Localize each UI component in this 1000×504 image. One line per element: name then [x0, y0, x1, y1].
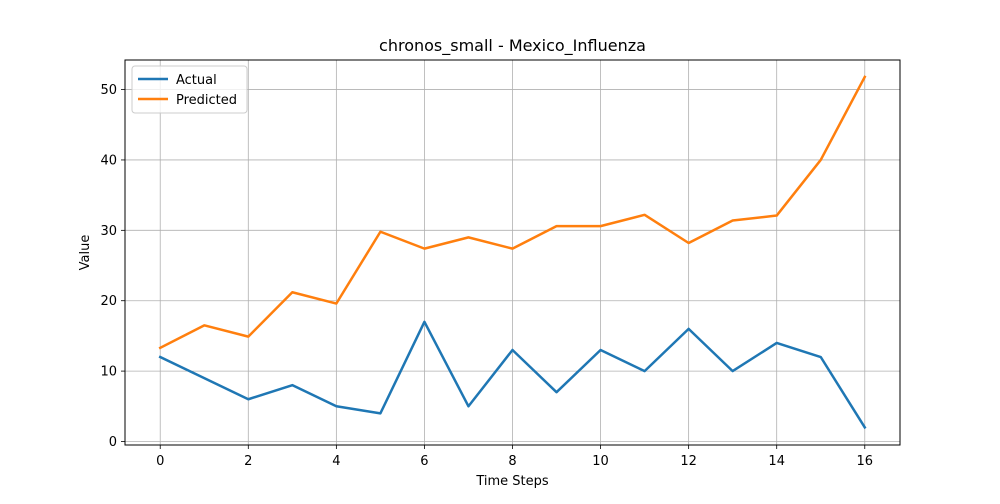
series-line-predicted — [158, 75, 867, 350]
x-tick-label: 12 — [680, 454, 697, 469]
chart-title: chronos_small - Mexico_Influenza — [379, 36, 646, 56]
legend-label-actual: Actual — [176, 73, 217, 88]
y-axis-label: Value — [78, 235, 93, 271]
series-layer — [158, 75, 867, 430]
x-tick-label: 14 — [768, 454, 785, 469]
x-tick-label: 10 — [592, 454, 609, 469]
y-tick-label: 50 — [100, 83, 117, 98]
legend: Actual Predicted — [131, 65, 248, 114]
x-tick-label: 0 — [156, 454, 164, 469]
x-tick-label: 6 — [420, 454, 428, 469]
y-tick-label: 20 — [100, 294, 117, 309]
x-tick-label: 16 — [856, 454, 873, 469]
y-tick-label: 0 — [109, 435, 117, 450]
grid-layer — [125, 60, 900, 445]
x-axis-label: Time Steps — [475, 474, 549, 489]
x-tick-label: 8 — [508, 454, 516, 469]
y-tick-label: 10 — [100, 365, 117, 380]
x-tick-label: 4 — [332, 454, 340, 469]
tick-layer: 0 2 4 6 8 10 12 14 16 0 10 20 30 40 50 — [100, 83, 873, 469]
y-tick-label: 30 — [100, 224, 117, 239]
legend-label-predicted: Predicted — [176, 93, 237, 108]
x-tick-label: 2 — [244, 454, 252, 469]
y-tick-label: 40 — [100, 153, 117, 168]
series-line-actual — [158, 320, 867, 430]
